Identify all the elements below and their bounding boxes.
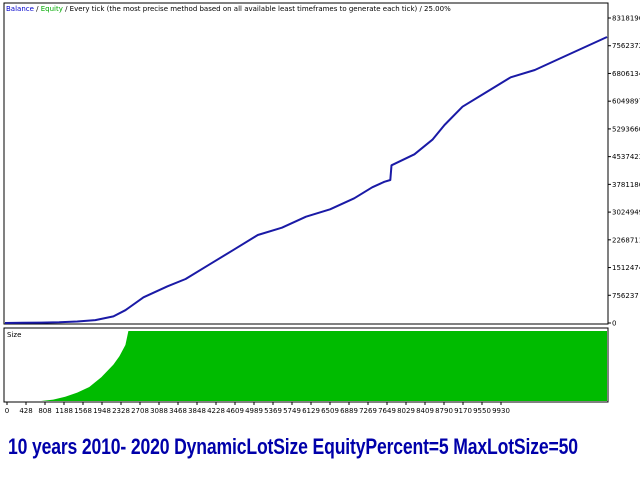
x-tick-label: 8409 xyxy=(416,407,434,415)
x-tick-label: 9930 xyxy=(492,407,510,415)
x-tick-label: 1568 xyxy=(74,407,92,415)
x-tick-label: 428 xyxy=(19,407,32,415)
x-tick-label: 4228 xyxy=(207,407,225,415)
x-tick-label: 1188 xyxy=(55,407,73,415)
y-tick-label: 3024949 xyxy=(612,209,640,217)
x-tick-label: 6509 xyxy=(321,407,339,415)
x-tick-label: 0 xyxy=(5,407,9,415)
balance-panel-frame xyxy=(3,2,609,325)
x-tick-label: 6889 xyxy=(340,407,358,415)
x-tick-label: 2708 xyxy=(131,407,149,415)
y-tick-label: 5293660 xyxy=(612,125,640,133)
x-tick-label: 8790 xyxy=(435,407,453,415)
test-description: / Every tick (the most precise method ba… xyxy=(62,5,451,13)
x-tick-label: 808 xyxy=(38,407,51,415)
x-tick-label: 7269 xyxy=(359,407,377,415)
equity-legend: Equity xyxy=(40,5,63,13)
y-tick-label: 6806134 xyxy=(612,70,640,78)
x-tick-label: 3088 xyxy=(150,407,168,415)
chart-header: Balance / Equity / Every tick (the most … xyxy=(6,5,451,13)
report-caption: 10 years 2010- 2020 DynamicLotSize Equit… xyxy=(8,434,578,459)
balance-legend: Balance xyxy=(6,5,34,13)
x-tick-label: 4989 xyxy=(245,407,263,415)
y-tick-label: 7562372 xyxy=(612,42,640,50)
x-tick-label: 9550 xyxy=(473,407,491,415)
size-panel-frame xyxy=(3,327,609,403)
y-axis: 8318196 7562372 6806134 6049897 5293660 45374… xyxy=(608,15,640,328)
x-axis: 0 428 808 1188 1568 1948 2328 2708 3088 3468 3848 4… xyxy=(5,402,510,415)
y-tick-label: 756237 xyxy=(612,292,639,300)
y-tick-label: 0 xyxy=(612,320,616,328)
x-tick-label: 3848 xyxy=(188,407,206,415)
x-tick-label: 4609 xyxy=(226,407,244,415)
x-tick-label: 2328 xyxy=(112,407,130,415)
x-tick-label: 8029 xyxy=(397,407,415,415)
x-tick-label: 9170 xyxy=(454,407,472,415)
y-tick-label: 1512474 xyxy=(612,264,640,272)
y-tick-label: 3781186 xyxy=(612,181,640,189)
size-area xyxy=(5,331,607,401)
y-tick-label: 6049897 xyxy=(612,98,640,106)
x-tick-label: 1948 xyxy=(93,407,111,415)
x-tick-label: 6129 xyxy=(302,407,320,415)
x-tick-label: 3468 xyxy=(169,407,187,415)
balance-line xyxy=(4,36,608,324)
size-panel-label: Size xyxy=(7,331,21,339)
size-plot-area xyxy=(5,331,607,401)
x-tick-label: 7649 xyxy=(378,407,396,415)
x-tick-label: 5369 xyxy=(264,407,282,415)
legend-separator: / xyxy=(33,5,41,13)
y-tick-label: 8318196 xyxy=(612,15,640,23)
x-tick-label: 5749 xyxy=(283,407,301,415)
report-chart: 8318196 7562372 6806134 6049897 5293660 45374… xyxy=(3,2,640,415)
balance-plot-area xyxy=(4,36,608,324)
